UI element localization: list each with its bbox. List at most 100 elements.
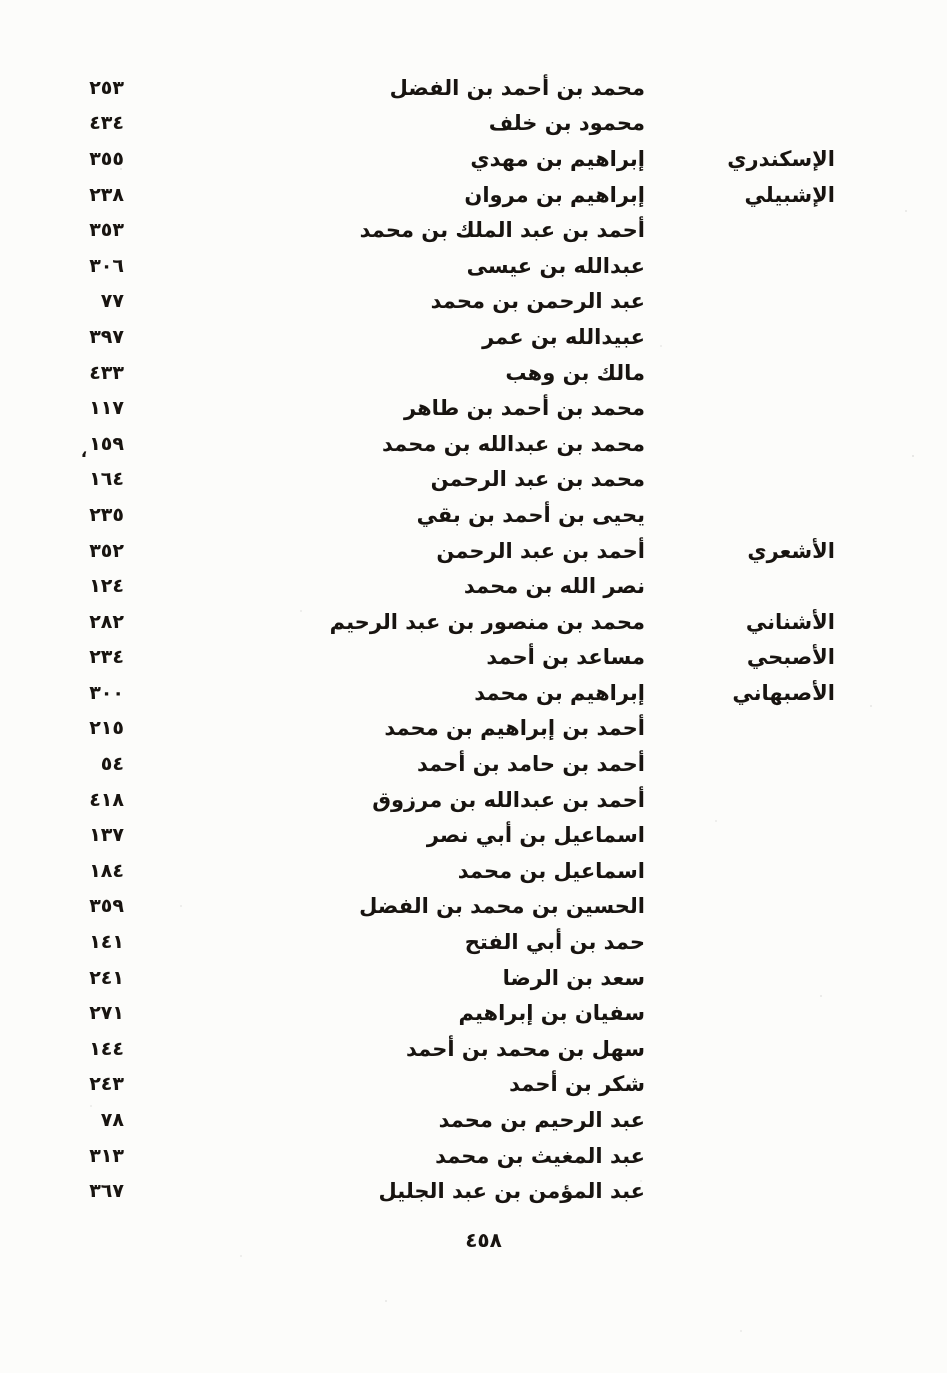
index-row: عبد الرحمن بن محمد ٧٧ (0, 284, 947, 320)
person-name: أحمد بن عبد الملك بن محمد (359, 218, 645, 243)
page-ref-number: ٣٥٣ (89, 219, 124, 242)
index-row: عبيدالله بن عمر ٣٩٧ (0, 319, 947, 355)
person-name: أحمد بن عبدالله بن مرزوق (372, 787, 645, 812)
page-ref-number: ١٥٩ (89, 432, 124, 455)
person-name: أحمد بن عبد الرحمن (436, 538, 645, 563)
page-ref: ٢٣٨ (0, 184, 140, 206)
page-ref: ٤١٨ (0, 789, 140, 811)
page-ref-number: ٣٥٢ (89, 539, 124, 562)
page-ref: ٣٥٢ (0, 540, 140, 562)
page-ref-number: ٢٣٤ (89, 646, 124, 669)
index-row: سهل بن محمد بن أحمد ١٤٤ (0, 1031, 947, 1067)
index-row: الإسكندري إبراهيم بن مهدي ٣٥٥ (0, 141, 947, 177)
index-row: حمد بن أبي الفتح ١٤١ (0, 924, 947, 960)
index-row: اسماعيل بن محمد ١٨٤ (0, 853, 947, 889)
page-ref-number: ٢٧١ (89, 1002, 124, 1025)
index-row: أحمد بن إبراهيم بن محمد ٢١٥ (0, 711, 947, 747)
page-ref: ٧٧ (0, 290, 140, 312)
nisba-heading: الإشبيلي (744, 182, 835, 207)
page-ref-number: ٢٤٣ (89, 1073, 124, 1096)
index-row: عبد المغيث بن محمد ٣١٣ (0, 1138, 947, 1174)
page-ref: ٣٥٣ (0, 219, 140, 241)
page-ref: ١٣٧ (0, 824, 140, 846)
page-ref-number: ١١٧ (89, 397, 124, 420)
page-ref-number: ٧٨ (100, 1109, 124, 1132)
index-row: الحسين بن محمد بن الفضل ٣٥٩ (0, 889, 947, 925)
nisba-heading: الأصبهاني (732, 680, 835, 705)
index-row: يحيى بن أحمد بن بقي ٢٣٥ (0, 497, 947, 533)
person-name: أحمد بن إبراهيم بن محمد (384, 716, 645, 741)
person-name: حمد بن أبي الفتح (464, 930, 645, 955)
page-ref: ٣٠٠ (0, 682, 140, 704)
person-name: سهل بن محمد بن أحمد (406, 1036, 645, 1061)
index-row: محمد بن أحمد بن طاهر ١١٧ (0, 390, 947, 426)
index-row: أحمد بن عبد الملك بن محمد ٣٥٣ (0, 212, 947, 248)
page-ref-number: ١٣٧ (89, 824, 124, 847)
page-ref: ٣٩٧ (0, 326, 140, 348)
person-name: مساعد بن أحمد (486, 645, 645, 670)
stray-ink-mark: ، (80, 441, 88, 462)
scan-dust-speckles (0, 0, 2, 2)
page-ref-number: ٣٩٧ (89, 325, 124, 348)
person-name: شكر بن أحمد (509, 1072, 645, 1097)
page-ref-number: ٢٤١ (89, 966, 124, 989)
page-ref: ٤٣٤ (0, 112, 140, 134)
page-ref-number: ٣٥٥ (89, 147, 124, 170)
page-ref-number: ٢٣٥ (89, 503, 124, 526)
page-ref: ٢٥٣ (0, 77, 140, 99)
person-name: إبراهيم بن مهدي (470, 146, 645, 171)
page-ref-number: ٤٣٣ (89, 361, 124, 384)
index-list: محمد بن أحمد بن الفضل ٢٥٣ محمود بن خلف ٤… (0, 70, 947, 1209)
index-row: الأشعري أحمد بن عبد الرحمن ٣٥٢ (0, 533, 947, 569)
person-name: نصر الله بن محمد (463, 574, 645, 599)
person-name: محمد بن منصور بن عبد الرحيم (329, 609, 645, 634)
person-name: أحمد بن حامد بن أحمد (416, 752, 645, 777)
index-row: سعد بن الرضا ٢٤١ (0, 960, 947, 996)
page-ref-number: ٧٧ (100, 290, 124, 313)
page-ref: ٣٦٧ (0, 1180, 140, 1202)
person-name: محمد بن أحمد بن طاهر (404, 396, 645, 421)
person-name: اسماعيل بن محمد (457, 858, 645, 883)
person-name: إبراهيم بن محمد (474, 680, 645, 705)
index-row: اسماعيل بن أبي نصر ١٣٧ (0, 817, 947, 853)
page-ref-number: ٢٥٣ (89, 76, 124, 99)
page-ref: ١٤١ (0, 931, 140, 953)
page-ref-number: ٢٣٨ (89, 183, 124, 206)
index-row: عبدالله بن عيسى ٣٠٦ (0, 248, 947, 284)
page-ref: ١٨٤ (0, 860, 140, 882)
index-row: نصر الله بن محمد ١٢٤ (0, 568, 947, 604)
page-ref-number: ٣٠٠ (89, 681, 124, 704)
index-row: أحمد بن عبدالله بن مرزوق ٤١٨ (0, 782, 947, 818)
index-row: عبد المؤمن بن عبد الجليل ٣٦٧ (0, 1173, 947, 1209)
nisba-heading: الإسكندري (727, 146, 835, 171)
page-ref-number: ١٤٤ (89, 1037, 124, 1060)
person-name: الحسين بن محمد بن الفضل (359, 894, 645, 919)
person-name: سعد بن الرضا (502, 965, 645, 990)
index-row: الأشناني محمد بن منصور بن عبد الرحيم ٢٨٢ (0, 604, 947, 640)
page-ref: ١٥٩، (0, 432, 140, 462)
page-ref: ٢٤١ (0, 967, 140, 989)
index-row: محمد بن عبدالله بن محمد ١٥٩، (0, 426, 947, 462)
page-ref: ٣١٣ (0, 1145, 140, 1167)
index-row: الإشبيلي إبراهيم بن مروان ٢٣٨ (0, 177, 947, 213)
person-name: محمد بن عبدالله بن محمد (382, 431, 645, 456)
person-name: عبد المغيث بن محمد (435, 1143, 645, 1168)
person-name: محمد بن أحمد بن الفضل (389, 75, 645, 100)
page-ref: ١٤٤ (0, 1038, 140, 1060)
person-name: اسماعيل بن أبي نصر (426, 823, 645, 848)
index-row: محمد بن أحمد بن الفضل ٢٥٣ (0, 70, 947, 106)
nisba-heading: الأشناني (745, 609, 835, 634)
index-row: شكر بن أحمد ٢٤٣ (0, 1067, 947, 1103)
page-ref-number: ٣٠٦ (89, 254, 124, 277)
page-ref-number: ٤٣٤ (89, 112, 124, 135)
page-ref-number: ٢٨٢ (89, 610, 124, 633)
page-ref-number: ١٢٤ (89, 575, 124, 598)
nisba-heading: الأشعري (747, 538, 835, 563)
page-ref: ٣٠٦ (0, 255, 140, 277)
index-row: عبد الرحيم بن محمد ٧٨ (0, 1102, 947, 1138)
person-name: عبد الرحيم بن محمد (438, 1108, 645, 1133)
person-name: عبد المؤمن بن عبد الجليل (378, 1179, 645, 1204)
person-name: مالك بن وهب (505, 360, 645, 385)
page-number: ٤٥٨ (465, 1228, 502, 1252)
